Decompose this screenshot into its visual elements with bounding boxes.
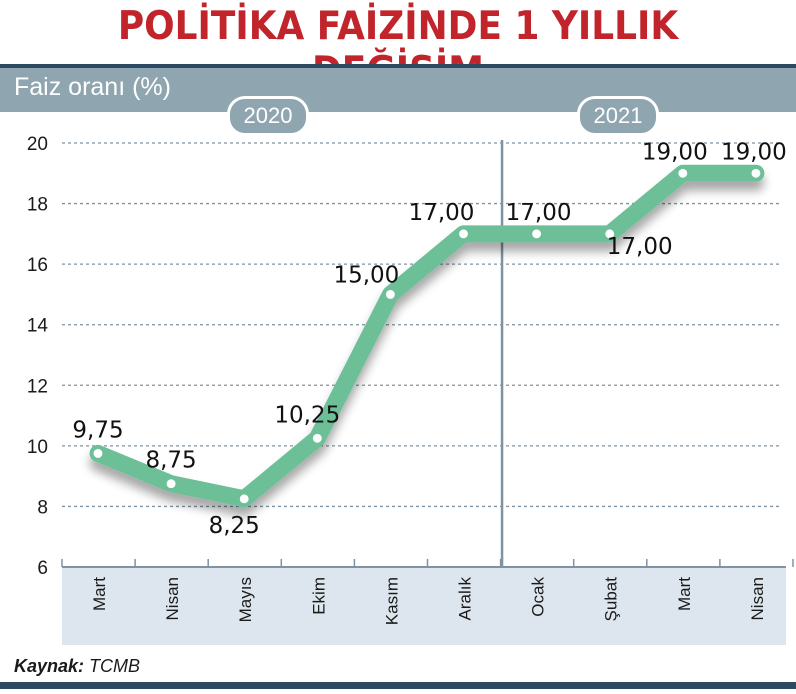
footer-bar: [0, 682, 796, 689]
source-label: Kaynak:: [14, 656, 85, 676]
data-label: 8,75: [145, 448, 196, 474]
data-label: 17,00: [409, 200, 475, 226]
header-bar: [0, 64, 796, 112]
data-label: 10,25: [274, 402, 340, 428]
axis-band: [62, 567, 786, 645]
data-point: [603, 227, 616, 240]
line-chart: 9,75 8,75 8,25 10,25 15,00 17,00 17,00 17,00 19,…: [27, 134, 794, 645]
x-tick-label: Nisan: [163, 577, 182, 620]
data-label: 19,00: [642, 139, 708, 165]
data-point: [530, 227, 543, 240]
grid-lines: [62, 140, 780, 567]
data-point: [676, 167, 689, 180]
x-axis-band: [61, 559, 794, 645]
y-tick-label: 10: [27, 437, 48, 458]
data-label: 8,25: [209, 513, 260, 539]
x-tick-label: Mart: [90, 577, 109, 611]
x-tick-label: Şubat: [602, 577, 621, 622]
series-line-path: [89, 164, 765, 508]
x-tick-label: Aralık: [456, 577, 475, 621]
data-label: 15,00: [333, 262, 399, 288]
x-tick-label: Mart: [675, 577, 694, 611]
data-point: [165, 477, 178, 490]
x-tick-label: Kasım: [382, 577, 401, 625]
y-axis-label: Faiz oranı (%): [14, 73, 171, 101]
series-line: [89, 164, 765, 508]
data-point: [384, 288, 397, 301]
data-label: 19,00: [721, 139, 787, 165]
data-point: [311, 432, 324, 445]
data-label: 9,75: [72, 417, 123, 443]
data-label: 17,00: [607, 234, 673, 260]
data-point: [92, 447, 104, 460]
y-tick-label: 6: [37, 558, 48, 579]
data-point: [749, 167, 762, 180]
data-points: [92, 167, 762, 505]
y-tick-label: 18: [27, 195, 48, 216]
data-point: [457, 227, 470, 240]
y-tick-label: 8: [37, 497, 48, 518]
y-tick-label: 16: [27, 255, 48, 276]
source-value: TCMB: [89, 656, 141, 676]
x-tick-label: Ekim: [309, 577, 328, 615]
year-badge-2021: 2021: [577, 96, 659, 136]
source-note: Kaynak: TCMB: [14, 656, 140, 677]
x-tick-label: Mayıs: [236, 577, 255, 622]
y-tick-label: 14: [27, 316, 49, 337]
x-tick-label: Nisan: [748, 577, 767, 620]
data-labels: 9,75 8,75 8,25 10,25 15,00 17,00 17,00 17,00 19,…: [72, 139, 786, 539]
x-tick-labels: Mart Nisan Mayıs Ekim Kasım Aralık Ocak Şubat Ma…: [90, 577, 767, 626]
year-badge-2020: 2020: [227, 96, 309, 136]
x-tick-label: Ocak: [529, 577, 548, 617]
y-tick-labels: 6 8 10 12 14 16 18 20: [27, 134, 49, 579]
y-tick-label: 12: [27, 376, 48, 397]
y-tick-label: 20: [27, 134, 48, 155]
data-label: 17,00: [506, 200, 572, 226]
data-point: [238, 492, 251, 505]
